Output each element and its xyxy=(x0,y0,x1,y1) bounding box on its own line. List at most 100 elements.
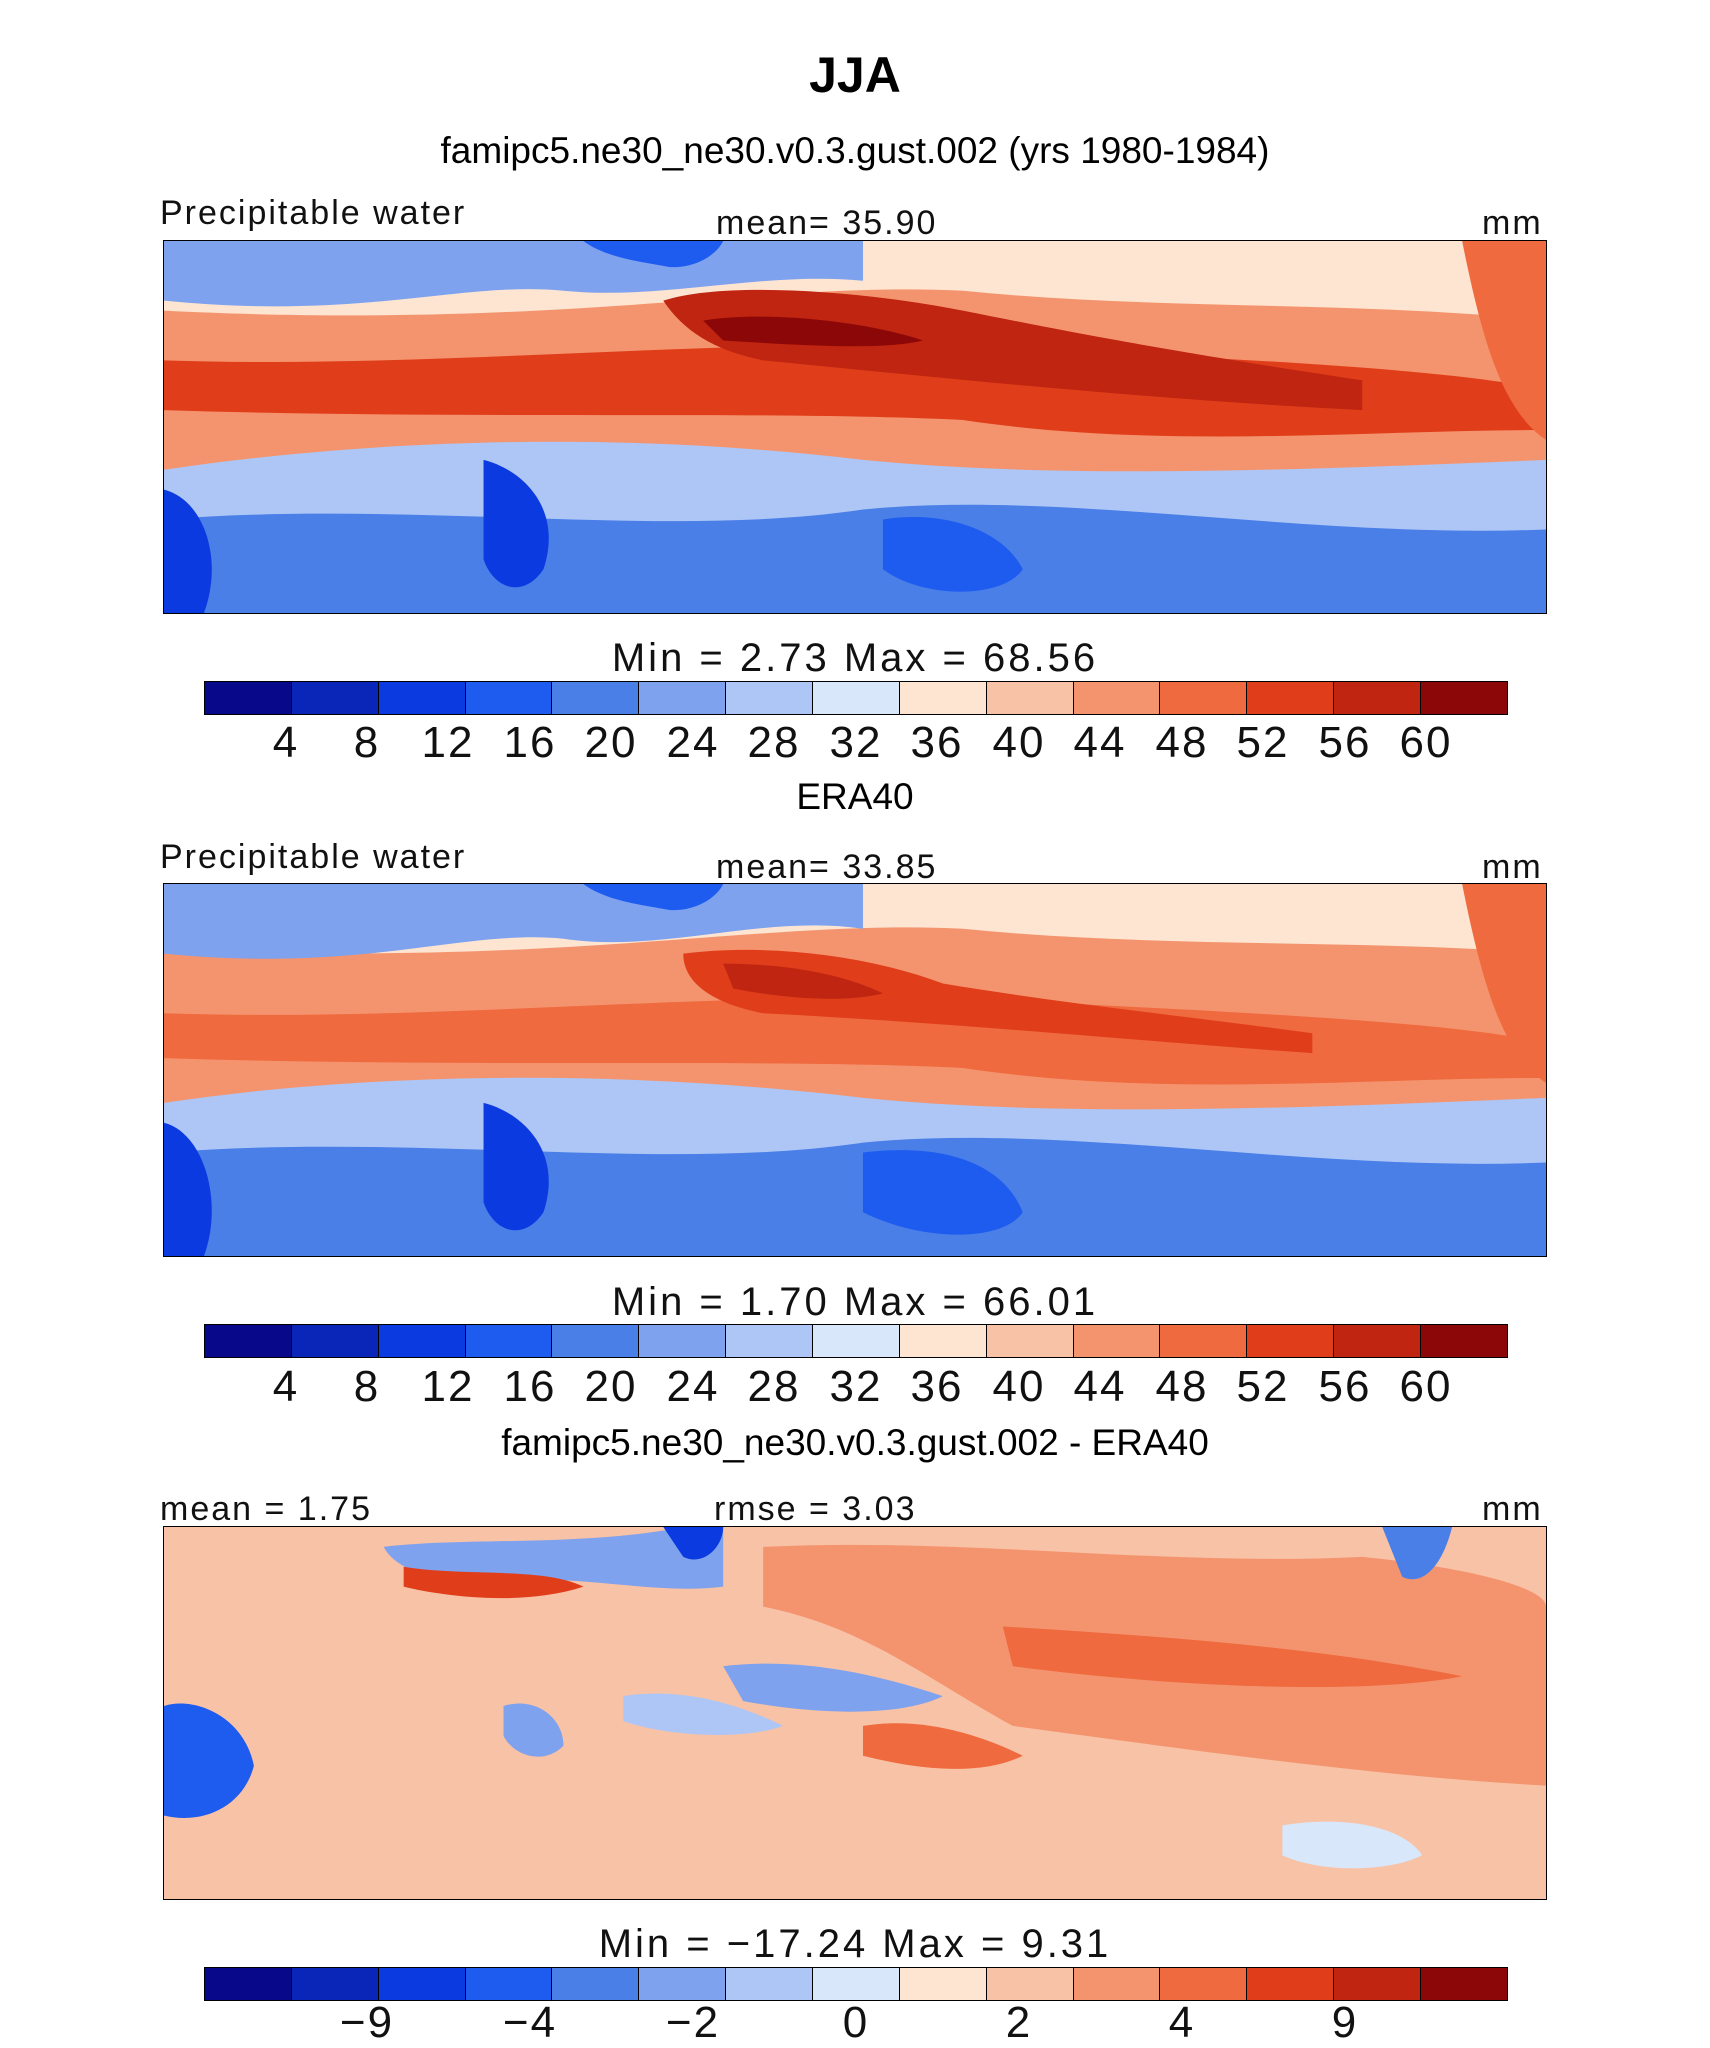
panel-3-map xyxy=(163,1526,1547,1900)
panel-1-map-field xyxy=(164,241,1546,613)
colorbar-swatch xyxy=(552,1968,640,2000)
colorbar-swatch xyxy=(1334,1325,1422,1357)
colorbar-tick: 16 xyxy=(503,1362,557,1411)
colorbar-swatch xyxy=(291,1968,379,2000)
panel-2-variable-label: Precipitable water xyxy=(160,838,467,876)
colorbar-tick: 60 xyxy=(1399,1362,1453,1411)
colorbar-tick: 24 xyxy=(666,1362,720,1411)
colorbar-swatch xyxy=(1421,682,1507,714)
colorbar-tick: 56 xyxy=(1318,718,1372,767)
colorbar-swatch xyxy=(1334,682,1422,714)
colorbar-tick: 12 xyxy=(421,718,475,767)
colorbar-tick: 48 xyxy=(1155,1362,1209,1411)
panel-1-mean-label: mean= 35.90 xyxy=(716,204,938,242)
colorbar-swatch xyxy=(1247,682,1335,714)
colorbar-swatch xyxy=(552,1325,640,1357)
colorbar-swatch xyxy=(899,682,987,714)
colorbar-tick: −2 xyxy=(665,1998,721,2047)
colorbar-swatch xyxy=(726,1968,814,2000)
panel-2-colorbar xyxy=(204,1324,1508,1358)
panel-3-title: famipc5.ne30_ne30.v0.3.gust.002 - ERA40 xyxy=(501,1422,1209,1463)
colorbar-swatch xyxy=(1073,682,1161,714)
panel-3-colorbar xyxy=(204,1967,1508,2001)
colorbar-tick: −9 xyxy=(339,1998,395,2047)
panel-1-min-max: Min = 2.73 Max = 68.56 xyxy=(611,636,1099,680)
colorbar-swatch xyxy=(639,1968,727,2000)
panel-1-title: famipc5.ne30_ne30.v0.3.gust.002 (yrs 198… xyxy=(440,130,1270,171)
colorbar-tick: 24 xyxy=(666,718,720,767)
panel-1-units-label: mm xyxy=(1482,204,1543,242)
panel-1-colorbar xyxy=(204,681,1508,715)
colorbar-swatch xyxy=(813,1968,900,2000)
colorbar-tick: 28 xyxy=(747,1362,801,1411)
colorbar-tick: 60 xyxy=(1399,718,1453,767)
colorbar-swatch xyxy=(291,682,379,714)
colorbar-swatch xyxy=(726,682,814,714)
colorbar-tick: 9 xyxy=(1331,1998,1359,2047)
colorbar-tick: 4 xyxy=(272,718,300,767)
panel-1-colorbar-ticks: 4 8 12 16 20 24 28 32 36 40 44 48 52 56 … xyxy=(0,718,1710,768)
colorbar-tick: 56 xyxy=(1318,1362,1372,1411)
colorbar-tick: 0 xyxy=(842,1998,870,2047)
colorbar-swatch xyxy=(1073,1968,1161,2000)
colorbar-swatch xyxy=(465,1968,553,2000)
colorbar-swatch xyxy=(986,1325,1074,1357)
colorbar-tick: 36 xyxy=(910,1362,964,1411)
colorbar-swatch xyxy=(726,1325,814,1357)
colorbar-swatch xyxy=(986,1968,1074,2000)
colorbar-swatch xyxy=(378,1325,466,1357)
colorbar-swatch xyxy=(378,682,466,714)
colorbar-swatch xyxy=(205,1968,292,2000)
colorbar-swatch xyxy=(1160,1968,1248,2000)
colorbar-swatch xyxy=(465,682,553,714)
colorbar-swatch xyxy=(899,1968,987,2000)
colorbar-swatch xyxy=(899,1325,987,1357)
colorbar-swatch xyxy=(1247,1968,1335,2000)
panel-2-title: ERA40 xyxy=(796,776,914,817)
colorbar-tick: 52 xyxy=(1236,1362,1290,1411)
colorbar-swatch xyxy=(1247,1325,1335,1357)
panel-3-mean-label: mean = 1.75 xyxy=(160,1490,372,1528)
colorbar-tick: 20 xyxy=(584,1362,638,1411)
colorbar-tick: 12 xyxy=(421,1362,475,1411)
colorbar-tick: 52 xyxy=(1236,718,1290,767)
panel-1-variable-label: Precipitable water xyxy=(160,194,467,232)
colorbar-tick: 8 xyxy=(353,1362,381,1411)
main-title: JJA xyxy=(809,47,901,103)
colorbar-swatch xyxy=(1160,1325,1248,1357)
panel-1-map xyxy=(163,240,1547,614)
colorbar-tick: 4 xyxy=(272,1362,300,1411)
colorbar-swatch xyxy=(986,682,1074,714)
panel-2-map xyxy=(163,883,1547,1257)
colorbar-tick: 16 xyxy=(503,718,557,767)
panel-3-units-label: mm xyxy=(1482,1490,1543,1528)
colorbar-tick: −4 xyxy=(502,1998,558,2047)
colorbar-tick: 32 xyxy=(829,718,883,767)
panel-2-map-field xyxy=(164,884,1546,1256)
panel-2-min-max: Min = 1.70 Max = 66.01 xyxy=(611,1280,1099,1324)
colorbar-tick: 44 xyxy=(1073,1362,1127,1411)
colorbar-swatch xyxy=(205,1325,292,1357)
colorbar-tick: 20 xyxy=(584,718,638,767)
colorbar-tick: 28 xyxy=(747,718,801,767)
colorbar-swatch xyxy=(1421,1968,1507,2000)
colorbar-tick: 36 xyxy=(910,718,964,767)
colorbar-swatch xyxy=(1073,1325,1161,1357)
colorbar-swatch xyxy=(639,682,727,714)
colorbar-tick: 40 xyxy=(992,1362,1046,1411)
colorbar-swatch xyxy=(465,1325,553,1357)
colorbar-swatch xyxy=(205,682,292,714)
colorbar-tick: 8 xyxy=(353,718,381,767)
panel-3-min-max: Min = −17.24 Max = 9.31 xyxy=(598,1922,1112,1966)
panel-2-mean-label: mean= 33.85 xyxy=(716,848,938,886)
colorbar-swatch xyxy=(813,682,900,714)
colorbar-swatch xyxy=(639,1325,727,1357)
colorbar-swatch xyxy=(1334,1968,1422,2000)
colorbar-swatch xyxy=(291,1325,379,1357)
colorbar-tick: 48 xyxy=(1155,718,1209,767)
panel-3-rmse-label: rmse = 3.03 xyxy=(714,1490,917,1528)
colorbar-swatch xyxy=(1160,682,1248,714)
panel-3-colorbar-ticks: −9 −4 −2 0 2 4 9 xyxy=(0,1998,1710,2048)
colorbar-swatch xyxy=(813,1325,900,1357)
colorbar-tick: 32 xyxy=(829,1362,883,1411)
